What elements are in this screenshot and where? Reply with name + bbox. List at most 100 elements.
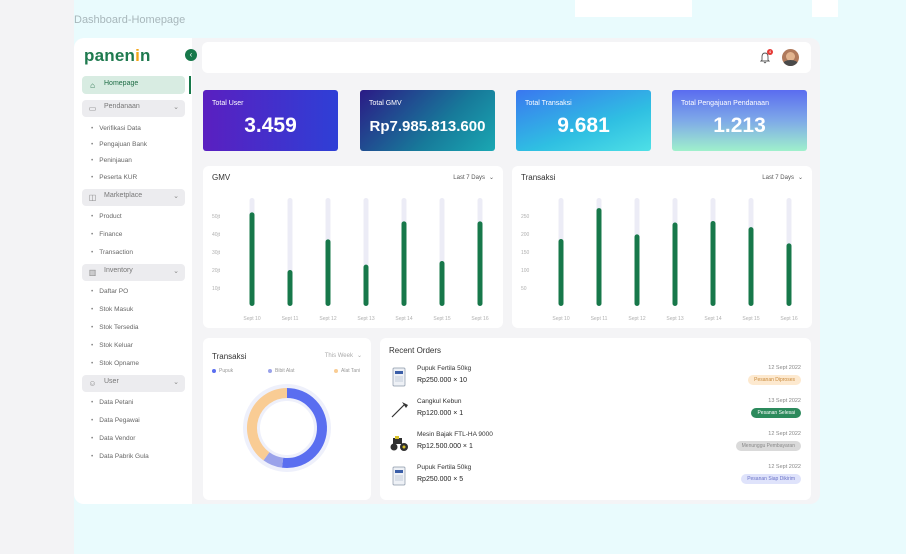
sidebar-item-transaction[interactable]: Transaction xyxy=(91,249,133,256)
notification-badge: 4 xyxy=(767,49,773,55)
home-icon: ⌂ xyxy=(90,81,95,90)
range-dropdown-label: Last 7 Days xyxy=(453,175,485,181)
avatar-body xyxy=(783,60,798,66)
order-row[interactable]: Mesin Bajak FTL-HA 9000 Rp12.500.000 × 1… xyxy=(388,430,801,460)
sidebar: panenin ‹ ⌂ Homepage ▭ Pendanaan ⌄ Verif… xyxy=(74,38,197,504)
x-tick-label: Sept 14 xyxy=(704,316,721,322)
chevron-down-icon: ⌄ xyxy=(356,353,362,359)
sidebar-group-label: Marketplace xyxy=(104,192,143,199)
chevron-down-icon: ⌄ xyxy=(173,104,179,111)
sidebar-item-pengajuan-bank[interactable]: Pengajuan Bank xyxy=(91,141,147,148)
order-date: 12 Sept 2022 xyxy=(768,464,801,470)
app-logo[interactable]: panenin xyxy=(84,46,151,65)
sidebar-collapse-button[interactable]: ‹ xyxy=(185,49,197,61)
sidebar-item-stok-opname[interactable]: Stok Opname xyxy=(91,360,139,367)
y-tick-label: 50 xyxy=(521,286,527,292)
stat-card-total-transaksi[interactable]: Total Transaksi 9.681 xyxy=(516,90,651,151)
stat-card-total-gmv[interactable]: Total GMV Rp7.985.813.600 xyxy=(360,90,495,151)
sidebar-item-data-pegawai[interactable]: Data Pegawai xyxy=(91,417,139,424)
avatar[interactable] xyxy=(782,49,799,66)
y-tick-label: 50jt xyxy=(212,214,221,220)
hoe-icon xyxy=(391,402,408,418)
range-dropdown[interactable]: Last 7 Days ⌄ xyxy=(762,174,803,181)
logo-accent: i xyxy=(135,46,140,65)
status-badge: Menunggu Pembayaran xyxy=(735,441,801,451)
sidebar-item-verifikasi-data[interactable]: Verifikasi Data xyxy=(91,125,141,132)
sidebar-group-pendanaan[interactable]: ▭ Pendanaan ⌄ xyxy=(82,100,185,117)
dashboard-app: panenin ‹ ⌂ Homepage ▭ Pendanaan ⌄ Verif… xyxy=(74,38,820,504)
x-tick-label: Sept 11 xyxy=(591,316,608,322)
artboard-block-b xyxy=(812,0,838,17)
legend-dot xyxy=(268,368,272,373)
artboard-block-a xyxy=(575,0,692,17)
sidebar-group-user[interactable]: ☺ User ⌄ xyxy=(82,375,185,392)
donut-slice xyxy=(263,452,284,468)
sidebar-item-stok-masuk[interactable]: Stok Masuk xyxy=(91,306,133,313)
chevron-down-icon: ⌄ xyxy=(797,175,803,181)
sidebar-item-daftar-po[interactable]: Daftar PO xyxy=(91,288,128,295)
chart-title: Transaksi xyxy=(521,173,556,182)
status-badge: Pesanan Siap Dikirim xyxy=(741,474,801,484)
sidebar-item-stok-tersedia[interactable]: Stok Tersedia xyxy=(91,324,138,331)
stat-label: Total GMV xyxy=(369,100,402,107)
stat-label: Total Transaksi xyxy=(525,100,572,107)
status-badge: Pesanan Selesai xyxy=(751,408,801,418)
order-row[interactable]: Pupuk Fertila 50kg Rp250.000 × 5 12 Sept… xyxy=(388,463,801,493)
artboard-label: Dashboard-Homepage xyxy=(74,14,186,26)
sidebar-item-data-pabrik-gula[interactable]: Data Pabrik Gula xyxy=(91,453,149,460)
bar xyxy=(401,221,407,306)
legend-dot xyxy=(212,368,216,373)
bar-chart-icon: ▥ xyxy=(88,268,97,277)
stat-card-total-user[interactable]: Total User 3.459 xyxy=(203,90,338,151)
sidebar-item-peserta-kur[interactable]: Peserta KUR xyxy=(91,174,137,181)
sidebar-item-data-vendor[interactable]: Data Vendor xyxy=(91,435,135,442)
order-row[interactable]: Cangkul Kebun Rp120.000 × 1 13 Sept 2022… xyxy=(388,397,801,427)
sidebar-item-data-petani[interactable]: Data Petani xyxy=(91,399,133,406)
tractor-icon xyxy=(390,436,408,451)
chevron-down-icon: ⌄ xyxy=(173,379,179,386)
y-tick-label: 20jt xyxy=(212,268,221,274)
order-date: 13 Sept 2022 xyxy=(768,398,801,404)
sidebar-item-product[interactable]: Product xyxy=(91,213,121,220)
order-row[interactable]: Pupuk Fertila 50kg Rp250.000 × 10 12 Sep… xyxy=(388,364,801,394)
recent-orders-title: Recent Orders xyxy=(389,346,442,355)
gmv-chart-panel: GMV Last 7 Days ⌄ 50jt 40jt 30jt 20jt 10jt Sep… xyxy=(203,166,503,328)
stat-label: Total Pengajuan Pendanaan xyxy=(681,100,769,107)
x-tick-label: Sept 13 xyxy=(666,316,683,322)
range-dropdown[interactable]: Last 7 Days ⌄ xyxy=(453,174,494,181)
y-tick-label: 150 xyxy=(521,250,530,256)
order-price: Rp250.000 × 5 xyxy=(417,476,464,483)
legend-label: Pupuk xyxy=(219,368,234,374)
sidebar-group-label: User xyxy=(104,378,119,385)
range-dropdown-label: This Week xyxy=(324,353,353,359)
fertilizer-bag-icon xyxy=(392,466,406,486)
sidebar-group-inventory[interactable]: ▥ Inventory ⌄ xyxy=(82,264,185,281)
top-bar: 4 xyxy=(202,42,811,73)
legend-label: Alat Tani xyxy=(341,368,361,374)
order-date: 12 Sept 2022 xyxy=(768,431,801,437)
stat-card-total-pengajuan-pendanaan[interactable]: Total Pengajuan Pendanaan 1.213 xyxy=(672,90,807,151)
chevron-down-icon: ⌄ xyxy=(173,268,179,275)
sidebar-group-marketplace[interactable]: ◫ Marketplace ⌄ xyxy=(82,189,185,206)
sidebar-item-homepage[interactable]: ⌂ Homepage xyxy=(82,76,185,94)
legend-label: Bibit Alat xyxy=(275,368,295,374)
chevron-left-icon: ‹ xyxy=(189,50,193,59)
y-tick-label: 250 xyxy=(521,214,530,220)
bar xyxy=(287,270,293,306)
sidebar-item-peninjauan[interactable]: Peninjauan xyxy=(91,157,132,164)
order-price: Rp120.000 × 1 xyxy=(417,410,464,417)
fertilizer-bag-icon xyxy=(392,367,406,387)
chart-title: GMV xyxy=(212,173,231,182)
range-dropdown-label: Last 7 Days xyxy=(762,175,794,181)
sidebar-item-finance[interactable]: Finance xyxy=(91,231,122,238)
bar xyxy=(748,227,754,306)
x-tick-label: Sept 16 xyxy=(471,316,488,322)
bar xyxy=(596,208,602,306)
bar xyxy=(558,239,564,306)
range-dropdown[interactable]: This Week ⌄ xyxy=(325,352,362,359)
transaksi-donut-panel: Transaksi This Week ⌄ Pupuk Bibit Alat Al… xyxy=(203,338,371,500)
sidebar-group-label: Pendanaan xyxy=(104,103,140,110)
sidebar-item-stok-keluar[interactable]: Stok Keluar xyxy=(91,342,133,349)
donut-chart xyxy=(243,384,331,472)
recent-orders-panel: Recent Orders Pupuk Fertila 50kg Rp250.0… xyxy=(380,338,811,500)
